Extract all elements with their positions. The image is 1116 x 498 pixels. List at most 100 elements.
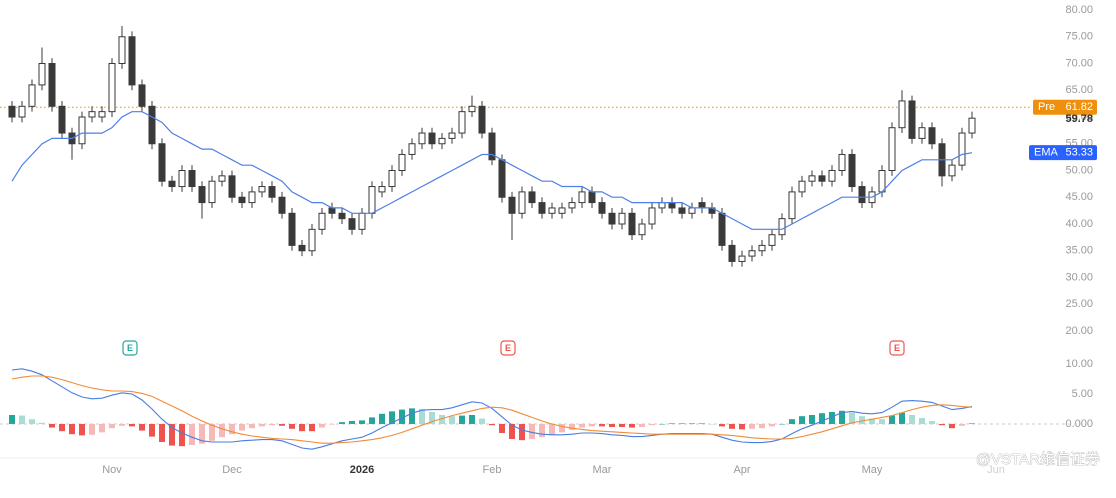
macd-histogram-bar: [509, 423, 515, 439]
event-marker: [889, 340, 905, 356]
candle-body: [408, 143, 416, 155]
macd-histogram-bar: [99, 423, 105, 433]
macd-histogram-bar: [59, 423, 65, 432]
event-label: E: [894, 343, 900, 353]
macd-histogram-bar: [299, 423, 305, 432]
macd-histogram-bar: [769, 423, 775, 427]
macd-histogram-bar: [619, 423, 625, 427]
macd-histogram-bar: [929, 420, 935, 424]
candle-body: [658, 202, 666, 209]
macd-histogram-bar: [429, 411, 435, 424]
y-tick-label: 80.00: [1065, 4, 1093, 16]
macd-histogram-bar: [379, 413, 385, 424]
x-tick-label: Jun: [987, 464, 1005, 476]
macd-histogram-bar: [389, 411, 395, 424]
macd-histogram-bar: [919, 417, 925, 424]
candle-body: [898, 100, 906, 129]
candle-body: [418, 132, 426, 145]
candle-body: [598, 202, 606, 214]
candle-body: [158, 143, 166, 182]
x-tick-label: Dec: [222, 464, 242, 476]
macd-histogram-bar: [29, 419, 35, 424]
macd-histogram-bar: [779, 423, 785, 425]
macd-histogram-bar: [639, 423, 645, 427]
candle-body: [28, 84, 36, 107]
y-tick-label: 35.00: [1065, 245, 1093, 257]
macd-line: [11, 368, 973, 450]
macd-histogram-bar: [869, 418, 875, 424]
macd-histogram-bar: [169, 423, 175, 446]
macd-histogram-bar: [589, 423, 595, 427]
macd-histogram-bar: [879, 419, 885, 424]
candle-body: [878, 170, 886, 193]
macd-histogram-bar: [969, 423, 975, 424]
macd-histogram-bar: [369, 417, 375, 424]
macd-histogram-bar: [159, 423, 165, 442]
candle-body: [78, 116, 86, 145]
macd-histogram-bar: [209, 423, 215, 441]
macd-histogram-bar: [559, 423, 565, 433]
candle-body: [128, 36, 136, 86]
macd-histogram-bar: [249, 423, 255, 429]
candle-body: [778, 218, 786, 236]
candle-body: [468, 105, 476, 113]
macd-histogram-bar: [719, 423, 725, 427]
candle-body: [18, 105, 26, 118]
macd-histogram-bar: [279, 423, 285, 426]
x-tick-label: Nov: [102, 464, 122, 476]
candle-body: [738, 255, 746, 262]
macd-histogram-bar: [289, 423, 295, 429]
candle-body: [638, 223, 646, 236]
macd-histogram-bar: [759, 423, 765, 429]
macd-histogram-bar: [149, 423, 155, 437]
macd-histogram-bar: [599, 423, 605, 427]
macd-histogram-bar: [19, 415, 25, 424]
candle-body: [318, 212, 326, 230]
candle-body: [648, 207, 656, 225]
candle-body: [258, 186, 266, 193]
candle-body: [38, 63, 46, 86]
y-tick-label: 70.00: [1065, 57, 1093, 69]
candle-body: [758, 244, 766, 252]
macd-histogram-bar: [659, 423, 665, 425]
candle-body: [368, 186, 376, 214]
macd-histogram-bar: [179, 423, 185, 447]
ema-tag: [1029, 145, 1097, 161]
macd-histogram-bar: [519, 423, 525, 441]
y-tick-label: 30.00: [1065, 271, 1093, 283]
macd-histogram-bar: [129, 423, 135, 427]
candle-body: [618, 212, 626, 225]
macd-tick-label: 0.000: [1065, 418, 1093, 430]
macd-histogram-bar: [139, 423, 145, 431]
macd-histogram-bar: [229, 423, 235, 435]
candle-body: [338, 212, 346, 220]
macd-histogram-bar: [569, 423, 575, 430]
pre-tag-name: Pre: [1038, 101, 1055, 113]
candle-body: [518, 191, 526, 214]
candle-body: [858, 186, 866, 204]
macd-histogram-bar: [699, 423, 705, 424]
candle-body: [818, 175, 826, 182]
macd-histogram-bar: [529, 423, 535, 439]
macd-histogram-bar: [539, 423, 545, 438]
candle-body: [208, 180, 216, 204]
macd-histogram-bar: [119, 423, 125, 426]
candle-body: [508, 196, 516, 214]
candle-body: [908, 100, 916, 139]
candle-body: [808, 175, 816, 182]
candle-body: [838, 153, 846, 171]
macd-histogram-bar: [49, 423, 55, 428]
macd-histogram-bar: [79, 423, 85, 436]
macd-histogram-bar: [609, 423, 615, 427]
ema-tag-name: EMA: [1034, 147, 1059, 159]
pre-tag-value: 61.82: [1065, 101, 1093, 113]
macd-histogram-bar: [109, 423, 115, 429]
macd-histogram-bar: [579, 423, 585, 428]
x-tick-label: 2026: [350, 464, 374, 476]
macd-histogram-bar: [269, 423, 275, 426]
macd-histogram-bar: [319, 423, 325, 428]
macd-histogram-bar: [839, 410, 845, 424]
candle-body: [848, 153, 856, 188]
